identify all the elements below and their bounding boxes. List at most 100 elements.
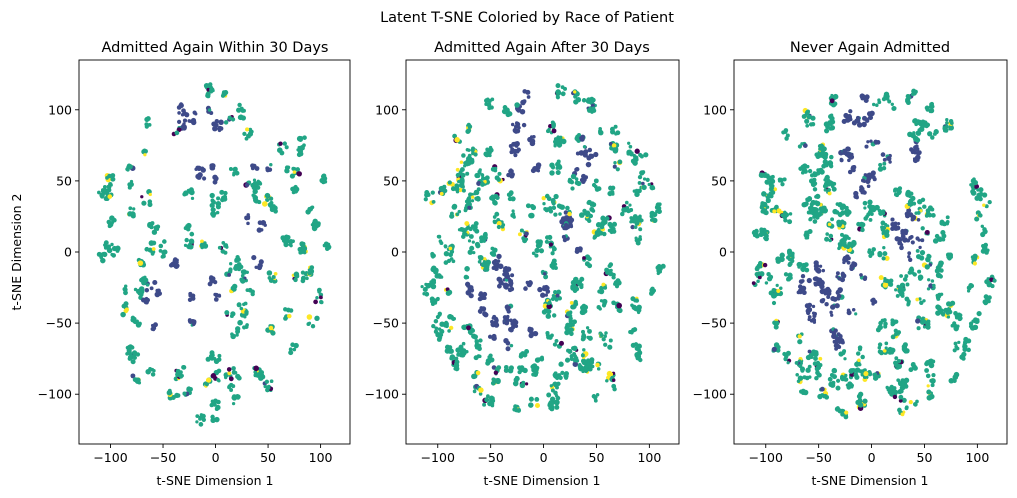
scatter-point xyxy=(890,334,896,340)
scatter-point xyxy=(585,213,590,218)
scatter-point xyxy=(835,202,840,206)
scatter-point xyxy=(580,353,585,358)
scatter-point xyxy=(198,422,204,427)
scatter-point xyxy=(790,251,795,256)
scatter-point xyxy=(543,206,548,212)
scatter-point xyxy=(585,161,592,168)
scatter-point xyxy=(574,177,579,181)
scatter-point xyxy=(555,169,561,176)
scatter-point xyxy=(122,287,128,292)
scatter-point xyxy=(291,239,295,244)
scatter-point xyxy=(582,145,587,149)
scatter-point xyxy=(285,234,291,240)
scatter-point xyxy=(867,199,873,205)
scatter-point xyxy=(846,308,851,313)
scatter-point xyxy=(548,242,554,247)
scatter-point xyxy=(761,231,766,236)
scatter-point xyxy=(804,118,810,124)
scatter-point xyxy=(502,272,506,277)
scatter-point xyxy=(599,285,604,291)
scatter-point xyxy=(232,171,236,176)
scatter-point xyxy=(816,373,821,377)
scatter-point xyxy=(815,268,820,273)
scatter-point xyxy=(884,255,890,261)
scatter-point xyxy=(553,144,557,148)
scatter-point xyxy=(271,274,276,280)
scatter-point xyxy=(966,348,971,352)
scatter-point xyxy=(492,200,498,206)
scatter-point xyxy=(948,125,954,131)
scatter-point xyxy=(898,394,904,400)
scatter-point xyxy=(630,224,635,230)
scatter-point xyxy=(424,193,428,197)
scatter-point xyxy=(637,174,643,180)
scatter-point xyxy=(255,185,261,190)
scatter-point xyxy=(823,188,827,192)
scatter-point xyxy=(242,131,247,136)
scatter-point xyxy=(903,377,910,384)
scatter-point xyxy=(556,289,562,295)
scatter-point xyxy=(476,181,482,186)
scatter-point xyxy=(942,221,947,227)
scatter-point xyxy=(863,97,869,103)
scatter-point xyxy=(240,115,246,121)
scatter-point xyxy=(842,240,847,245)
scatter-point xyxy=(310,324,316,329)
scatter-point xyxy=(444,320,449,326)
scatter-point xyxy=(808,216,813,221)
scatter-point xyxy=(552,372,558,378)
scatter-point xyxy=(586,362,591,367)
scatter-point xyxy=(550,251,555,256)
scatter-point xyxy=(639,170,645,176)
scatter-point xyxy=(553,193,559,200)
scatter-point xyxy=(927,278,931,282)
scatter-point xyxy=(931,213,936,218)
scatter-point xyxy=(790,258,795,264)
scatter-point xyxy=(439,328,445,335)
scatter-point xyxy=(158,243,164,249)
scatter-point xyxy=(461,227,466,232)
scatter-point xyxy=(807,168,813,174)
scatter-point xyxy=(863,371,869,377)
scatter-point xyxy=(931,373,936,378)
scatter-point xyxy=(100,257,106,264)
scatter-point xyxy=(213,358,220,365)
scatter-point xyxy=(463,208,468,213)
scatter-point xyxy=(551,245,556,250)
scatter-point xyxy=(905,349,909,353)
scatter-point xyxy=(588,99,594,105)
x-tick-label: 50 xyxy=(260,450,276,465)
scatter-point xyxy=(627,141,631,145)
scatter-point xyxy=(842,151,847,155)
scatter-point xyxy=(977,213,982,217)
scatter-point xyxy=(920,226,925,231)
scatter-point xyxy=(188,119,193,124)
scatter-point xyxy=(812,313,817,319)
scatter-point xyxy=(605,268,609,272)
scatter-point xyxy=(897,407,902,413)
scatter-point xyxy=(494,175,500,181)
scatter-point xyxy=(852,368,857,373)
scatter-point xyxy=(824,394,830,400)
scatter-point xyxy=(553,212,558,217)
scatter-point xyxy=(822,183,828,189)
scatter-point xyxy=(212,200,216,204)
scatter-point xyxy=(806,277,812,284)
scatter-point xyxy=(883,321,888,327)
scatter-point xyxy=(641,184,647,191)
scatter-point xyxy=(472,227,477,232)
scatter-point xyxy=(259,228,264,232)
scatter-point xyxy=(485,260,489,264)
scatter-point xyxy=(844,373,848,378)
scatter-point xyxy=(918,297,922,301)
scatter-point xyxy=(939,292,944,296)
scatter-point xyxy=(504,320,510,326)
scatter-point xyxy=(786,361,790,365)
scatter-point xyxy=(574,249,580,255)
scatter-point xyxy=(469,245,475,251)
x-tick-label: −100 xyxy=(421,450,455,465)
scatter-point xyxy=(907,251,912,256)
scatter-point xyxy=(776,288,781,293)
scatter-point xyxy=(796,261,802,268)
scatter-point xyxy=(217,245,222,250)
